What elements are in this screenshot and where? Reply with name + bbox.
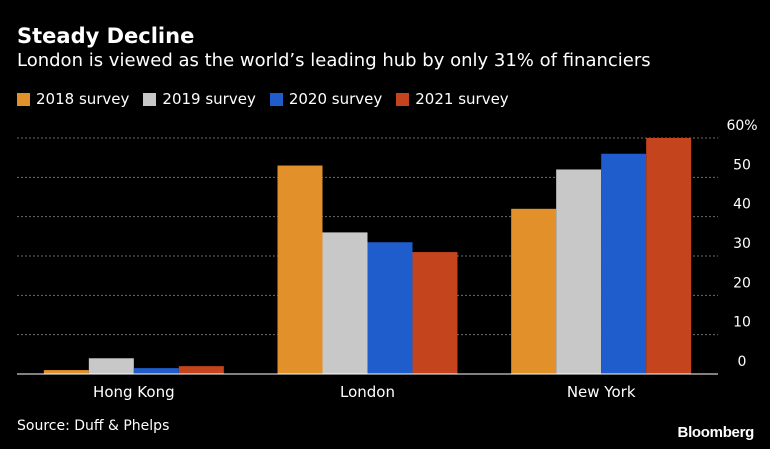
legend-swatch-2021 bbox=[396, 92, 410, 106]
bar bbox=[43, 370, 89, 374]
legend-swatch-2019 bbox=[143, 92, 157, 106]
x-tick-label: Hong Kong bbox=[93, 383, 175, 401]
y-tick-label: 40 bbox=[733, 197, 751, 213]
bar bbox=[133, 368, 179, 374]
legend-item-2021: 2021 survey bbox=[396, 90, 509, 108]
bloomberg-logo: Bloomberg bbox=[677, 424, 755, 441]
bar bbox=[322, 232, 368, 374]
bar bbox=[277, 165, 323, 374]
bar bbox=[511, 208, 557, 374]
legend-label-2020: 2020 survey bbox=[288, 90, 383, 108]
legend-label-2018: 2018 survey bbox=[36, 90, 130, 108]
bar bbox=[556, 169, 602, 374]
legend-item-2019: 2019 survey bbox=[143, 90, 256, 108]
bar bbox=[88, 358, 134, 374]
chart-title: Steady Decline bbox=[17, 24, 195, 48]
legend-item-2018: 2018 survey bbox=[17, 90, 129, 108]
legend-label-2021: 2021 survey bbox=[415, 90, 509, 108]
legend-swatch-2018 bbox=[17, 92, 30, 106]
y-tick-label: 30 bbox=[733, 236, 751, 252]
bar bbox=[646, 138, 692, 374]
legend-swatch-2020 bbox=[269, 92, 283, 106]
bar bbox=[412, 252, 458, 374]
y-tick-label: 10 bbox=[733, 315, 751, 331]
bar bbox=[601, 153, 647, 374]
legend-label-2019: 2019 survey bbox=[162, 90, 256, 108]
y-tick-label: 60% bbox=[726, 118, 757, 134]
source-note: Source: Duff & Phelps bbox=[17, 418, 170, 434]
y-tick-label: 20 bbox=[733, 275, 751, 291]
x-tick-label: London bbox=[340, 383, 395, 401]
legend: 2018 survey 2019 survey 2020 survey 2021… bbox=[17, 90, 523, 108]
x-tick-label: New York bbox=[567, 383, 636, 401]
chart-subtitle: London is viewed as the world’s leading … bbox=[17, 50, 651, 71]
y-tick-label: 50 bbox=[733, 157, 751, 173]
bar bbox=[367, 242, 413, 374]
legend-item-2020: 2020 survey bbox=[269, 90, 383, 108]
bar bbox=[178, 366, 224, 374]
y-tick-label: 0 bbox=[738, 354, 747, 370]
